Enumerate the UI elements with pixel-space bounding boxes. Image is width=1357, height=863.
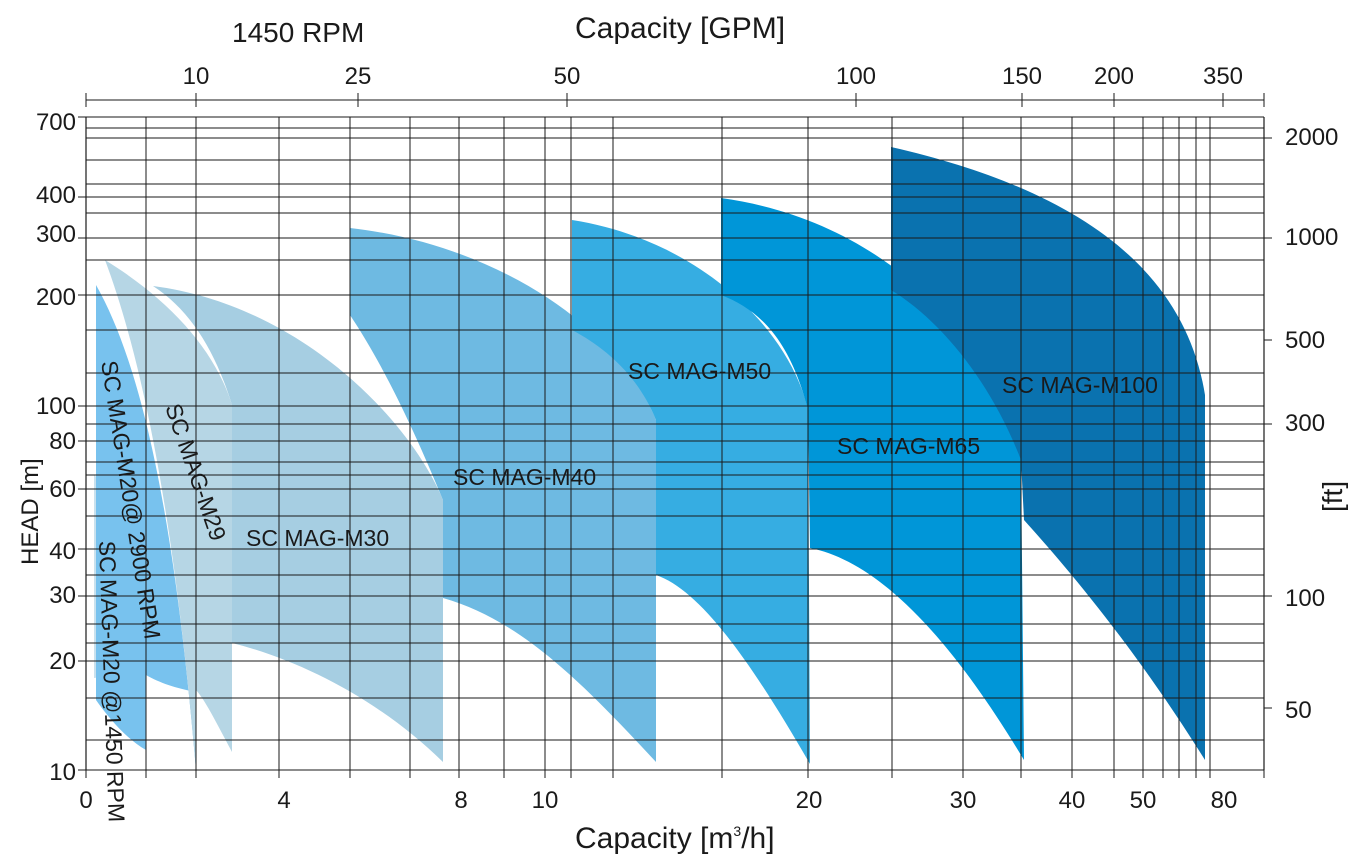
y-left-tick: 10 — [49, 759, 76, 786]
x-bottom-tick: 20 — [796, 787, 823, 814]
x-bottom-tick: 10 — [532, 787, 559, 814]
x-top-tick: 50 — [554, 63, 581, 90]
region-sc-mag-m40 — [350, 228, 656, 762]
y-left-tick-labels: 700 400 300 200 100 80 60 40 30 20 10 — [36, 109, 76, 786]
grid — [78, 93, 1272, 778]
x-bottom-tick: 50 — [1130, 787, 1157, 814]
x-bottom-title-end: /h] — [741, 822, 774, 855]
y-right-axis-title: [ft] — [1317, 481, 1348, 512]
y-left-tick: 60 — [49, 476, 76, 503]
x-top-tick: 150 — [1002, 63, 1042, 90]
region-sc-mag-m100 — [891, 147, 1205, 760]
y-left-tick: 200 — [36, 284, 76, 311]
x-bottom-tick-labels: 0 4 8 10 20 30 40 50 80 — [79, 787, 1237, 814]
y-right-tick: 50 — [1285, 697, 1312, 724]
y-right-tick: 2000 — [1285, 124, 1338, 151]
x-bottom-tick: 80 — [1211, 787, 1238, 814]
y-left-axis-title: HEAD [m] — [17, 458, 44, 565]
x-bottom-tick: 40 — [1059, 787, 1086, 814]
x-top-tick: 25 — [345, 63, 372, 90]
x-bottom-title-main: Capacity [m — [575, 822, 733, 855]
y-left-tick: 40 — [49, 538, 76, 565]
x-bottom-axis-title: Capacity [m3/h] — [575, 822, 775, 855]
x-top-tick: 350 — [1203, 63, 1243, 90]
x-top-axis-title: Capacity [GPM] — [575, 12, 785, 45]
y-left-tick: 30 — [49, 582, 76, 609]
y-left-tick: 100 — [36, 393, 76, 420]
series-label-sc-mag-m100: SC MAG-M100 — [1002, 372, 1158, 398]
y-right-tick: 500 — [1285, 327, 1325, 354]
series-label-sc-mag-m30: SC MAG-M30 — [246, 525, 389, 551]
x-top-tick: 100 — [836, 63, 876, 90]
x-top-tick: 200 — [1094, 63, 1134, 90]
x-bottom-tick: 4 — [277, 787, 290, 814]
series-label-sc-mag-m40: SC MAG-M40 — [453, 464, 596, 490]
series-label-sc-mag-m65: SC MAG-M65 — [837, 433, 980, 459]
y-right-tick: 100 — [1285, 585, 1325, 612]
x-bottom-tick: 0 — [79, 787, 92, 814]
series-label-sc-mag-m50: SC MAG-M50 — [628, 358, 771, 384]
y-right-tick: 1000 — [1285, 224, 1338, 251]
x-bottom-tick: 8 — [454, 787, 467, 814]
speed-label: 1450 RPM — [232, 17, 364, 48]
y-left-tick: 80 — [49, 428, 76, 455]
x-bottom-tick: 30 — [950, 787, 977, 814]
x-top-tick-labels: 10 25 50 100 150 200 350 — [183, 63, 1243, 90]
performance-regions — [94, 147, 1205, 770]
y-left-tick: 20 — [49, 648, 76, 675]
x-top-tick: 10 — [183, 63, 210, 90]
region-sc-mag-m50 — [572, 220, 810, 764]
y-right-tick-labels: 2000 1000 500 300 100 50 — [1285, 124, 1338, 724]
x-bottom-title-sup: 3 — [733, 823, 741, 839]
y-left-tick: 700 — [36, 109, 76, 136]
y-right-tick: 300 — [1285, 410, 1325, 437]
y-left-tick: 300 — [36, 221, 76, 248]
y-left-tick: 400 — [36, 182, 76, 209]
